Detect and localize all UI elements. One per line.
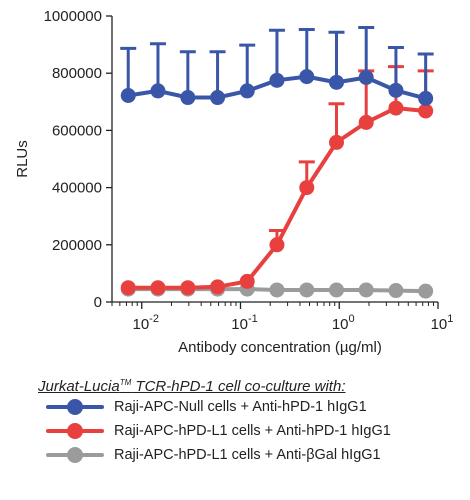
data-point — [180, 280, 196, 296]
data-point — [120, 280, 136, 296]
data-point — [299, 282, 315, 298]
legend-label: Raji-APC-hPD-L1 cells + Anti-hPD-1 hIgG1 — [114, 423, 391, 439]
data-point — [210, 90, 226, 106]
data-point — [180, 90, 196, 106]
y-axis-label: RLUs — [14, 140, 31, 178]
data-point — [239, 273, 255, 289]
data-point — [269, 237, 285, 253]
data-point — [328, 134, 344, 150]
legend-title: Jurkat-LuciaTM TCR-hPD-1 cell co-culture… — [38, 378, 346, 395]
x-tick-label: 100 — [332, 313, 355, 333]
tick-labels: 0 200000 400000 600000 800000 1000000 10-2 10-1… — [14, 8, 453, 356]
data-point — [358, 114, 374, 130]
data-point — [269, 72, 285, 88]
legend-item-hpdl1-anti-hpd1: Raji-APC-hPD-L1 cells + Anti-hPD-1 hIgG1 — [46, 419, 458, 443]
x-tick-label: 101 — [431, 313, 454, 333]
chart: 0 200000 400000 600000 800000 1000000 10-2 10-1… — [14, 8, 453, 356]
data-point — [418, 103, 434, 119]
legend-marker-red — [46, 423, 104, 439]
data-point — [388, 283, 404, 299]
data-point — [388, 82, 404, 98]
legend: Jurkat-LuciaTM TCR-hPD-1 cell co-culture… — [38, 378, 458, 467]
data-point — [269, 282, 285, 298]
legend-marker-gray — [46, 447, 104, 463]
data-point — [418, 90, 434, 106]
data-point — [299, 180, 315, 196]
data-point — [388, 100, 404, 116]
y-tick-label: 1000000 — [44, 8, 102, 25]
x-tick-label: 10-2 — [132, 313, 158, 333]
data-point — [210, 279, 226, 295]
data-point — [239, 83, 255, 99]
x-axis-label: Antibody concentration (µg/ml) — [178, 339, 382, 356]
series-line — [126, 106, 428, 290]
data-point — [150, 280, 166, 296]
y-tick-label: 200000 — [52, 237, 102, 254]
legend-label: Raji-APC-hPD-L1 cells + Anti-βGal hIgG1 — [114, 447, 381, 463]
y-tick-label: 0 — [94, 294, 102, 311]
data-point — [328, 282, 344, 298]
data-point — [418, 283, 434, 299]
data-point — [358, 282, 374, 298]
error-bars — [120, 25, 434, 245]
data-point — [150, 83, 166, 99]
data-point — [328, 74, 344, 90]
data-point — [358, 69, 374, 85]
legend-marker-blue — [46, 399, 104, 415]
legend-item-null-anti-hpd1: Raji-APC-Null cells + Anti-hPD-1 hIgG1 — [46, 395, 458, 419]
data-point — [299, 69, 315, 85]
y-tick-label: 400000 — [52, 180, 102, 197]
legend-label: Raji-APC-Null cells + Anti-hPD-1 hIgG1 — [114, 399, 367, 415]
y-tick-label: 600000 — [52, 122, 102, 139]
legend-item-hpdl1-anti-bgal: Raji-APC-hPD-L1 cells + Anti-βGal hIgG1 — [46, 443, 458, 467]
data-point — [120, 88, 136, 104]
x-tick-label: 10-1 — [231, 313, 257, 333]
axes — [106, 15, 439, 309]
series-lines — [126, 74, 428, 294]
y-tick-label: 800000 — [52, 65, 102, 82]
data-points — [120, 69, 434, 299]
